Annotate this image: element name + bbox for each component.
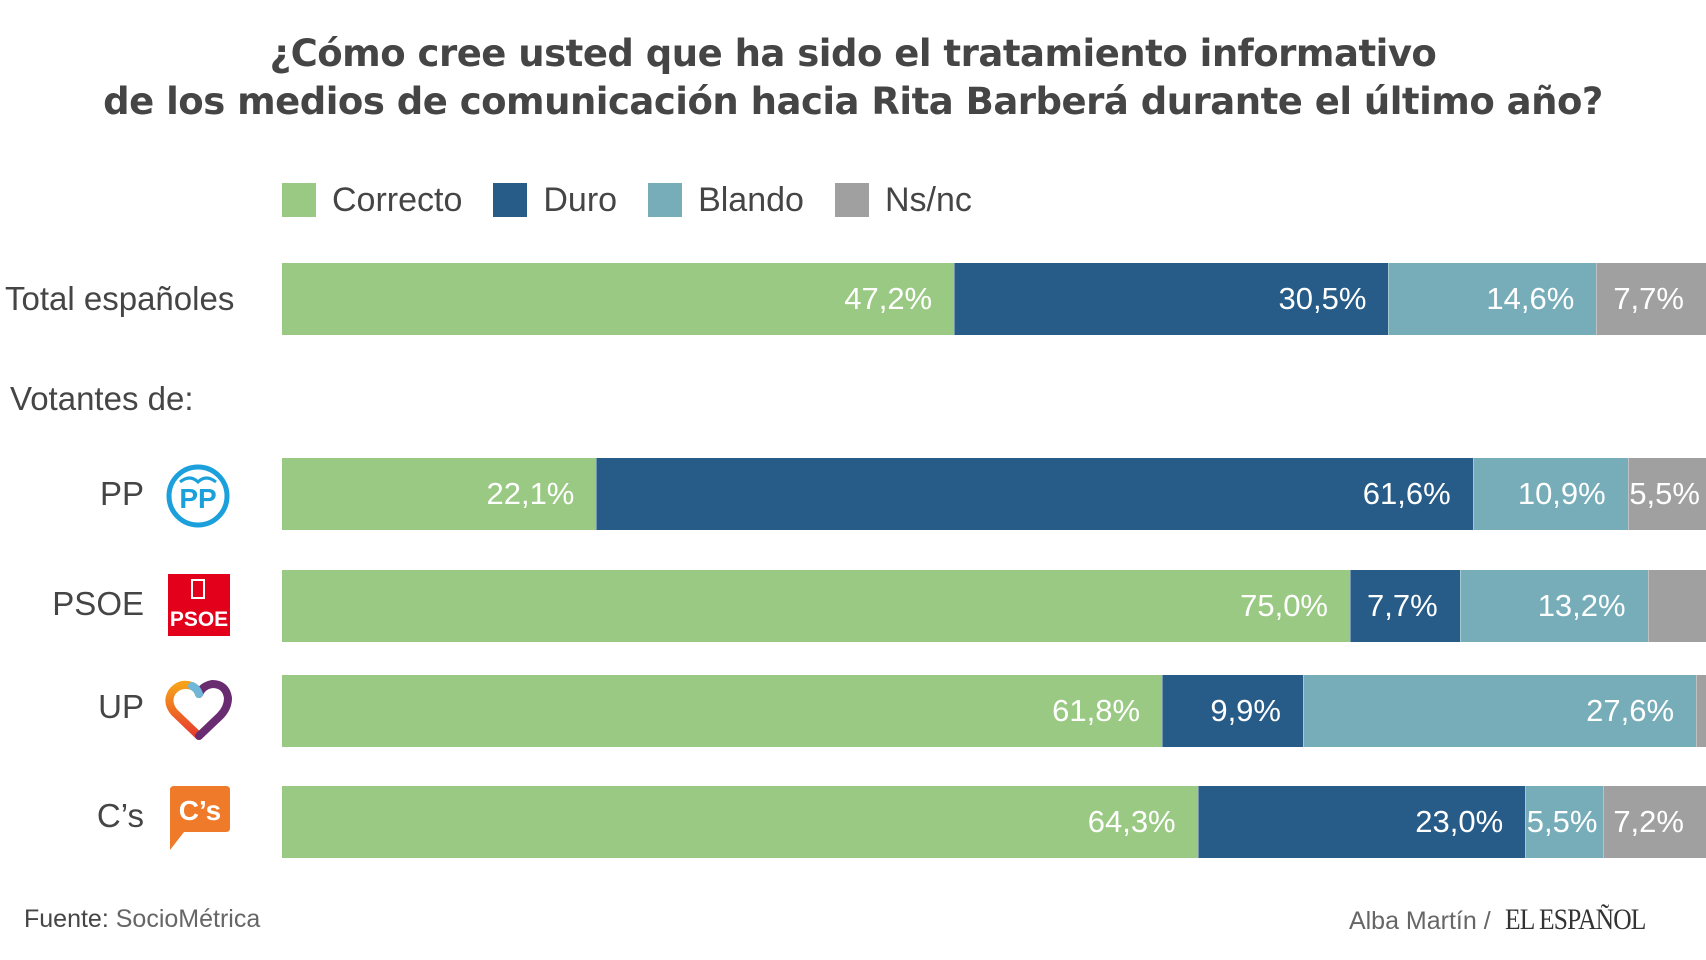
bar-segment-up-correcto: 61,8%	[282, 675, 1163, 747]
legend-label-nsnc: Ns/nc	[884, 180, 972, 219]
bar-row-pp: 22,1% 61,6% 10,9% 5,5%	[282, 458, 1706, 530]
bar-segment-total-duro: 30,5%	[954, 263, 1389, 335]
legend-label-duro: Duro	[543, 180, 618, 219]
chart-title-line-1: ¿Cómo cree usted que ha sido el tratamie…	[269, 32, 1437, 75]
bar-segment-cs-duro: 23,0%	[1197, 786, 1526, 858]
data-label-up-duro: 9,9%	[1210, 693, 1281, 728]
source-prefix: Fuente:	[24, 905, 109, 933]
legend-swatch-nsnc	[834, 183, 869, 217]
psoe-logo-text: PSOE	[170, 608, 228, 631]
bar-segment-total-nsnc: 7,7%	[1596, 263, 1706, 335]
section-label-votantes: Votantes de:	[10, 380, 194, 417]
data-label-cs-nsnc: 7,2%	[1613, 804, 1684, 839]
bar-segment-psoe-duro: 7,7%	[1350, 570, 1460, 642]
bar-row-psoe: 75,0% 7,7% 13,2%	[282, 570, 1706, 642]
bar-segment-cs-nsnc: 7,2%	[1603, 786, 1706, 858]
legend: Correcto Duro Blando Ns/nc	[282, 180, 1003, 220]
bar-segment-pp-correcto: 22,1%	[282, 458, 597, 530]
data-label-cs-duro: 23,0%	[1415, 804, 1504, 839]
bar-segment-cs-blando: 5,5%	[1525, 786, 1604, 858]
cs-logo-text: C’s	[179, 795, 222, 826]
legend-label-correcto: Correcto	[332, 180, 463, 219]
legend-item-blando: Blando	[648, 181, 804, 220]
legend-swatch-blando	[648, 183, 683, 217]
legend-swatch-duro	[493, 183, 528, 217]
data-label-total-nsnc: 7,7%	[1613, 281, 1684, 316]
bar-segment-total-correcto: 47,2%	[282, 263, 955, 335]
data-label-total-duro: 30,5%	[1278, 281, 1367, 316]
pp-logo-icon: PP	[166, 464, 230, 528]
row-label-up: UP	[98, 688, 144, 725]
cs-logo-icon: C’s	[170, 786, 230, 850]
data-label-pp-nsnc: 5,5%	[1629, 476, 1700, 511]
row-label-cs: C’s	[96, 797, 144, 834]
up-heart-logo-icon	[165, 679, 233, 740]
row-label-pp: PP	[99, 475, 144, 512]
pp-logo-text: PP	[179, 483, 216, 514]
data-label-psoe-correcto: 75,0%	[1240, 588, 1328, 623]
chart-title-line-2: de los medios de comunicación hacia Rita…	[103, 80, 1603, 123]
data-label-cs-correcto: 64,3%	[1087, 804, 1176, 839]
data-label-psoe-duro: 7,7%	[1366, 588, 1438, 623]
psoe-logo-icon: PSOE	[168, 574, 230, 636]
row-label-total: Total españoles	[5, 280, 235, 317]
source-note: Fuente: SocioMétrica	[24, 905, 260, 934]
chart-title: ¿Cómo cree usted que ha sido el tratamie…	[0, 30, 1706, 126]
bar-row-up: 61,8% 9,9% 27,6%	[282, 675, 1706, 747]
data-label-total-correcto: 47,2%	[844, 281, 933, 316]
credit: Alba Martín / EL ESPAÑOL	[1349, 903, 1670, 937]
bar-segment-up-duro: 9,9%	[1162, 675, 1303, 747]
legend-swatch-correcto	[282, 183, 316, 217]
legend-item-duro: Duro	[493, 181, 617, 220]
brand-logo: EL ESPAÑOL	[1504, 903, 1646, 936]
bar-segment-total-blando: 14,6%	[1388, 263, 1597, 335]
data-label-pp-correcto: 22,1%	[486, 476, 575, 511]
bar-segment-pp-nsnc: 5,5%	[1627, 458, 1706, 530]
data-label-up-correcto: 61,8%	[1052, 693, 1141, 728]
row-label-psoe: PSOE	[52, 585, 144, 622]
bar-segment-pp-duro: 61,6%	[596, 458, 1473, 530]
legend-item-nsnc: Ns/nc	[834, 180, 972, 220]
bar-segment-psoe-correcto: 75,0%	[282, 570, 1350, 642]
data-label-pp-blando: 10,9%	[1517, 476, 1606, 511]
data-label-psoe-blando: 13,2%	[1537, 588, 1626, 623]
legend-label-blando: Blando	[698, 180, 804, 219]
legend-item-correcto: Correcto	[282, 181, 462, 220]
bar-segment-cs-correcto: 64,3%	[282, 786, 1198, 858]
bar-row-total: 47,2% 30,5% 14,6% 7,7%	[282, 263, 1706, 335]
data-label-pp-duro: 61,6%	[1362, 476, 1451, 511]
data-label-up-blando: 27,6%	[1586, 693, 1675, 728]
data-label-total-blando: 14,6%	[1486, 281, 1575, 316]
bar-segment-pp-blando: 10,9%	[1472, 458, 1628, 530]
source-name: SocioMétrica	[115, 905, 261, 933]
bar-segment-up-nsnc	[1696, 675, 1706, 747]
data-label-cs-blando: 5,5%	[1526, 804, 1598, 839]
bar-row-cs: 64,3% 23,0% 5,5% 7,2%	[282, 786, 1706, 858]
author-credit: Alba Martín /	[1348, 907, 1491, 935]
bar-segment-up-blando: 27,6%	[1303, 675, 1697, 747]
bar-segment-psoe-nsnc	[1647, 570, 1706, 642]
bar-segment-psoe-blando: 13,2%	[1459, 570, 1648, 642]
